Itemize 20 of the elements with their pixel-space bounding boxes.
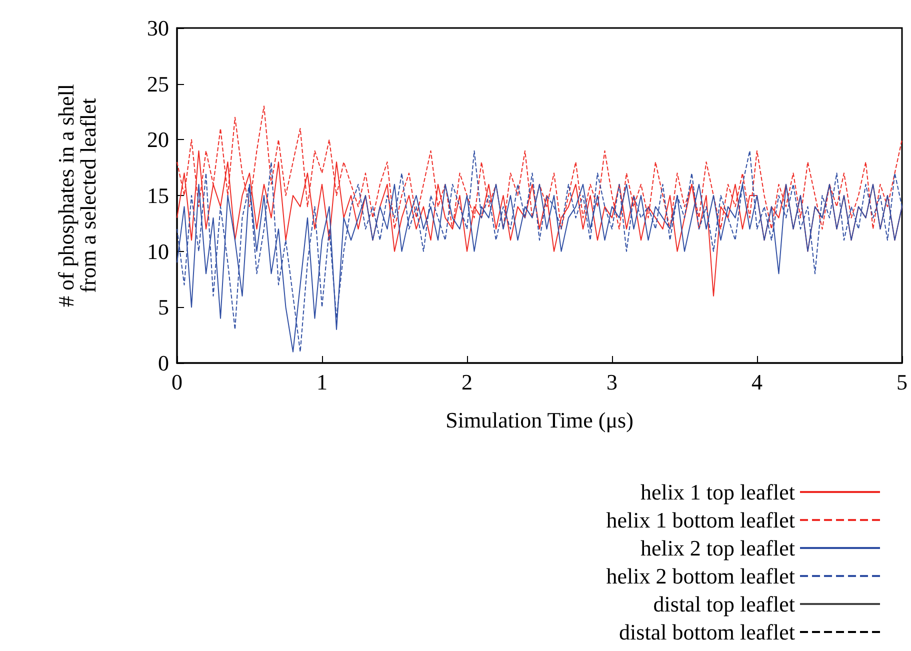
x-tick-label: 3	[606, 370, 618, 394]
y-tick-label: 5	[158, 294, 169, 320]
y-tick-label: 25	[147, 71, 169, 96]
y-tick-label: 20	[147, 127, 169, 152]
y-tick-label: 15	[147, 183, 169, 208]
legend-label: distal bottom leaflet	[619, 620, 795, 644]
x-tick-label: 2	[462, 370, 472, 394]
x-tick-label: 1	[316, 370, 328, 394]
y-axis-title: # of phosphates in a shell from a selected leaflet	[54, 84, 100, 308]
y-tick-label: 30	[147, 16, 169, 40]
legend-label: helix 2 bottom leaflet	[606, 564, 795, 588]
legend-label: helix 1 top leaflet	[640, 480, 795, 504]
y-tick-label: 0	[158, 350, 169, 376]
x-tick-label: 5	[896, 370, 908, 394]
legend-label: helix 1 bottom leaflet	[606, 508, 795, 532]
legend-label: distal top leaflet	[653, 592, 795, 616]
legend-label: helix 2 top leaflet	[640, 536, 795, 560]
y-tick-label: 10	[147, 238, 169, 264]
x-axis-title: Simulation Time (μs)	[446, 408, 634, 432]
x-tick-label: 4	[752, 370, 762, 394]
